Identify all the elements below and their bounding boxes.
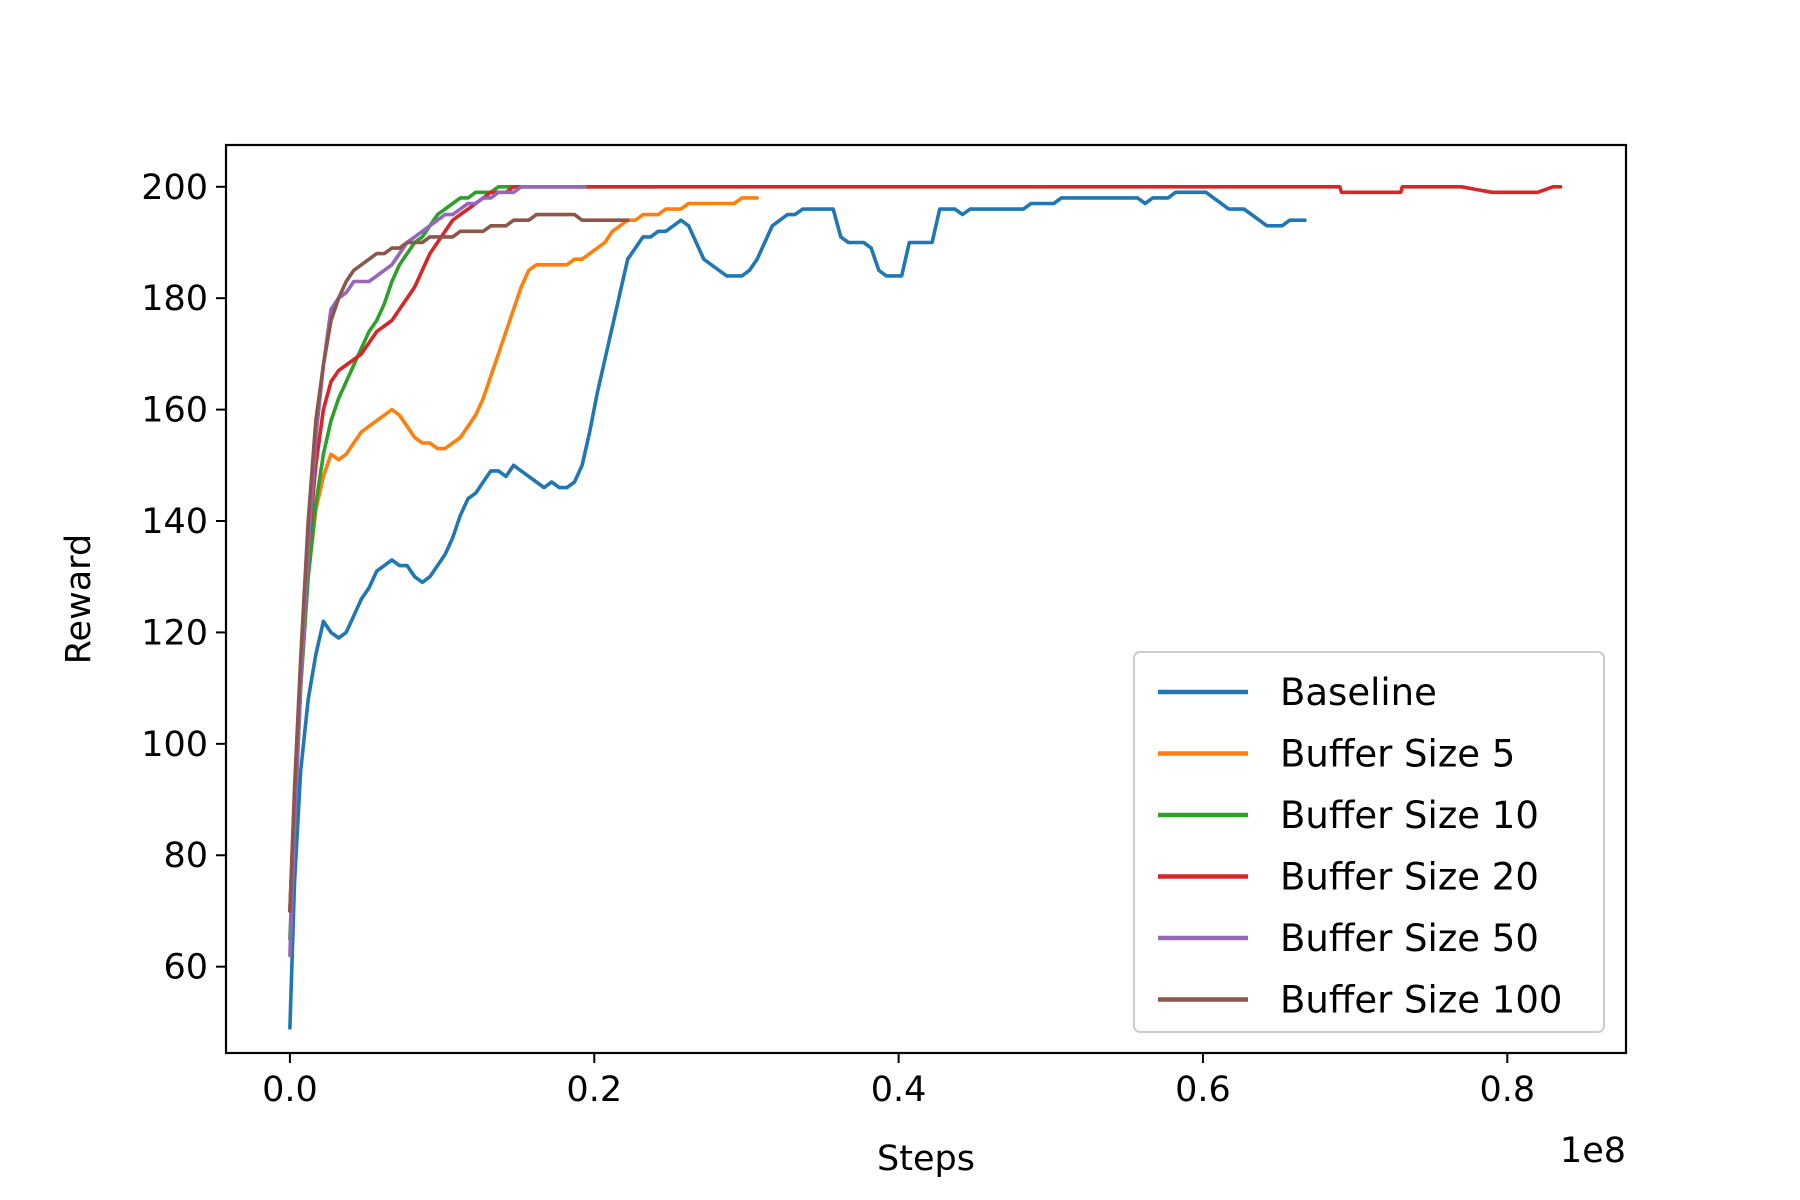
series-lines (288, 185, 1563, 1030)
y-axis-ticks: 60 80 100 120 140 160 180 200 (141, 168, 226, 988)
y-tick-label: 120 (141, 613, 208, 653)
y-tick-label: 100 (141, 725, 208, 765)
legend-label-6: Buffer Size 100 (1280, 979, 1562, 1022)
x-tick-label: 0.2 (566, 1070, 622, 1110)
y-tick-label: 200 (141, 168, 208, 208)
x-axis-label: Steps (877, 1139, 975, 1179)
series-line-5 (288, 185, 587, 958)
y-tick-label: 60 (163, 948, 208, 988)
legend-label-5: Buffer Size 50 (1280, 917, 1539, 960)
x-tick-label: 0.8 (1479, 1070, 1535, 1110)
series-line-1 (288, 190, 1307, 1030)
y-axis-label: Reward (59, 534, 99, 664)
y-tick-label: 160 (141, 391, 208, 431)
x-axis-ticks: 0.0 0.2 0.4 0.6 0.8 (262, 1053, 1535, 1110)
y-tick-label: 80 (163, 836, 208, 876)
x-tick-label: 0.0 (262, 1070, 318, 1110)
legend-label-2: Buffer Size 5 (1280, 733, 1515, 776)
series-line-6 (288, 212, 630, 913)
series-line-2 (288, 196, 759, 913)
y-tick-label: 140 (141, 502, 208, 542)
x-tick-label: 0.6 (1175, 1070, 1231, 1110)
legend-label-4: Buffer Size 20 (1280, 856, 1539, 899)
legend: Baseline Buffer Size 5 Buffer Size 10 Buffe… (1133, 651, 1605, 1033)
y-tick-label: 180 (141, 279, 208, 319)
x-axis-offset-label: 1e8 (1560, 1131, 1626, 1171)
legend-box (1133, 651, 1605, 1033)
x-tick-label: 0.4 (871, 1070, 927, 1110)
legend-label-1: Baseline (1280, 671, 1437, 714)
plot-frame (224, 143, 1628, 1055)
legend-label-3: Buffer Size 10 (1280, 794, 1539, 837)
